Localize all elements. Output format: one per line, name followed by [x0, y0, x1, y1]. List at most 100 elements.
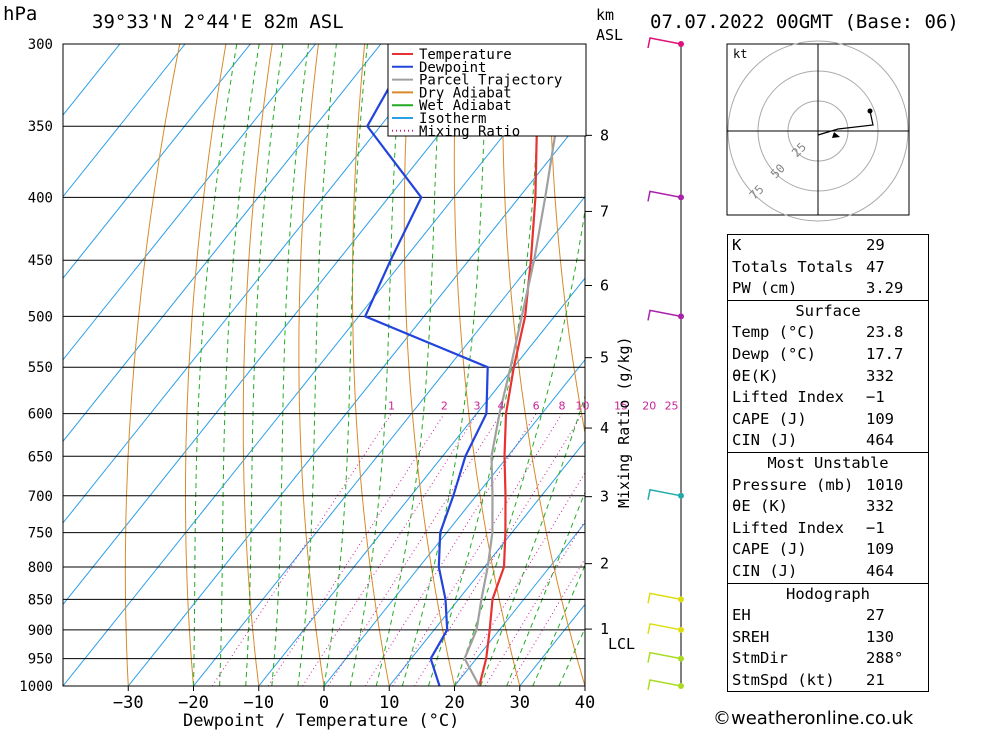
datetime-title: 07.07.2022 00GMT (Base: 06) — [650, 11, 959, 33]
isotherm-line — [63, 44, 382, 443]
isotherm-line — [127, 114, 585, 686]
copyright-link[interactable]: ©weatheronline.co.uk — [713, 708, 914, 729]
mixing-ratio-label: 6 — [533, 400, 540, 413]
k-label: K — [732, 236, 742, 254]
wet-adiabat — [245, 44, 284, 686]
dry-adiabat — [549, 44, 585, 436]
isotherm-line — [454, 522, 585, 686]
surface-dewp-label: Dewp (°C) — [732, 344, 816, 363]
x-axis-label: Dewpoint / Temperature (°C) — [183, 711, 459, 731]
x-tick-label: 20 — [444, 693, 464, 713]
x-tick-label: −20 — [178, 693, 209, 713]
legend-label: Dewpoint — [419, 60, 486, 76]
legend-box — [387, 43, 587, 137]
x-tick-label: −30 — [113, 693, 144, 713]
legend-label: Mixing Ratio — [419, 124, 520, 140]
legend-label: Parcel Trajectory — [419, 73, 562, 89]
chart-series — [363, 44, 559, 686]
indices-table: K 29 Totals Totals 47 PW (cm) 3.29 Surface … — [727, 234, 929, 693]
height-unit-label: km — [596, 6, 614, 24]
pressure-tick-label: 300 — [28, 37, 53, 53]
plot-frame — [62, 43, 586, 687]
sreh-value: 130 — [866, 627, 894, 646]
mixing-ratio-line — [454, 471, 585, 686]
wet-adiabat — [401, 44, 489, 686]
wet-adiabat — [532, 564, 585, 686]
surface-cin-value: 464 — [866, 431, 894, 450]
wet-adiabat — [193, 44, 238, 686]
wet-adiabat — [271, 44, 309, 686]
isotherm-line — [63, 44, 186, 198]
wind-barb — [647, 592, 682, 604]
isotherm-line — [63, 44, 251, 279]
pressure-gridlines — [63, 43, 585, 687]
most-unstable-heading: Most Unstable — [728, 451, 928, 475]
wind-barb — [647, 488, 682, 500]
dry-adiabat — [966, 44, 1000, 686]
pressure-tick-label: 550 — [28, 360, 53, 376]
surface-dewp-value: 17.7 — [866, 344, 904, 363]
mixing-ratio-label: 8 — [558, 400, 565, 413]
legend-label: Wet Adiabat — [419, 98, 512, 114]
height-axis: 8 7 6 5 4 3 2 1 — [585, 126, 609, 638]
x-tick-label: −10 — [243, 693, 274, 713]
temperature-tick-labels: −30 −20 −10 0 10 20 30 40 — [113, 686, 595, 713]
mixing-ratio-line — [508, 557, 585, 686]
mixing-ratio-label: 25 — [665, 400, 679, 413]
dry-adiabat — [352, 44, 390, 686]
height-tick-label: 4 — [600, 419, 609, 437]
mu-theta-value: 332 — [866, 497, 894, 516]
wind-barb — [647, 309, 682, 321]
wind-barb — [647, 37, 682, 49]
mu-theta-label: θE (K) — [732, 497, 788, 516]
x-tick-label: 40 — [575, 693, 595, 713]
dewpoint-line — [363, 44, 489, 686]
mixing-ratio-label: 3 — [474, 400, 481, 413]
mu-li-value: −1 — [866, 518, 885, 537]
dry-adiabat — [124, 44, 181, 686]
surface-temp-label: Temp (°C) — [732, 323, 816, 342]
y2-axis-label: Mixing Ratio (g/kg) — [615, 336, 633, 508]
surface-heading: Surface — [728, 299, 928, 323]
dry-adiabat — [596, 44, 716, 686]
mu-cin-label: CIN (J) — [732, 561, 798, 580]
parcel-trajectory-line — [463, 44, 559, 686]
hodograph-heading: Hodograph — [728, 582, 928, 606]
surface-theta-label: θE(K) — [732, 366, 779, 385]
surface-li-label: Lifted Index — [732, 388, 844, 407]
eh-label: EH — [732, 606, 751, 625]
mu-pressure-value: 1010 — [866, 475, 904, 494]
height-tick-label: 2 — [600, 555, 609, 573]
wet-adiabat — [454, 206, 585, 686]
stmdir-value: 288° — [866, 649, 904, 668]
pressure-tick-label: 950 — [28, 652, 53, 668]
isotherm-line — [258, 277, 585, 686]
mixing-ratio-label: 10 — [576, 400, 590, 413]
surface-cin-label: CIN (J) — [732, 431, 798, 450]
isotherm-line — [63, 44, 316, 361]
isotherm-line — [193, 195, 585, 686]
mu-cape-label: CAPE (J) — [732, 540, 807, 559]
height-ref-label: ASL — [596, 26, 623, 44]
pressure-tick-label: 1000 — [19, 679, 53, 695]
pressure-tick-label: 350 — [28, 119, 53, 135]
isotherm-line — [63, 44, 577, 686]
mixing-ratio-label: 2 — [441, 400, 448, 413]
surface-cape-label: CAPE (J) — [732, 409, 807, 428]
legend-label: Isotherm — [419, 111, 486, 127]
height-tick-label: 6 — [600, 277, 609, 295]
dry-adiabat — [242, 44, 273, 686]
location-title: 39°33'N 2°44'E 82m ASL — [92, 11, 344, 33]
hodograph-unit-label: kt — [733, 47, 747, 61]
isotherm-line — [63, 44, 121, 116]
height-tick-label: 7 — [600, 202, 609, 220]
mixing-ratio-line — [364, 413, 537, 686]
mixing-ratio-label: 15 — [614, 400, 628, 413]
dry-adiabat — [920, 44, 1000, 686]
isotherm-line — [388, 440, 585, 686]
stmdir-label: StmDir — [732, 649, 788, 668]
x-tick-label: 10 — [379, 693, 399, 713]
stmspd-value: 21 — [866, 670, 885, 689]
